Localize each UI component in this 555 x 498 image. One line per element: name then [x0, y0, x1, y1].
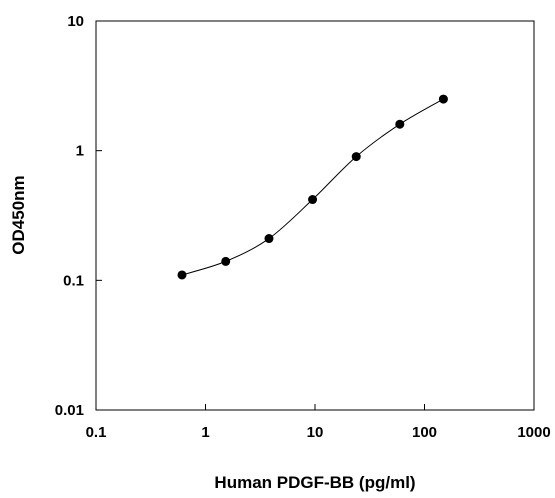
- x-tick-label: 10: [307, 424, 324, 441]
- data-point: [351, 152, 361, 162]
- x-tick-label: 1000: [517, 424, 550, 441]
- data-point: [221, 256, 231, 266]
- data-point: [264, 234, 274, 244]
- plot-area: [95, 20, 535, 411]
- x-tick-label: 1: [201, 424, 209, 441]
- series-line: [181, 98, 444, 276]
- y-axis-title: OD450nm: [9, 175, 28, 254]
- x-tick-label: 0.1: [86, 424, 107, 441]
- y-tick-label: 1: [76, 143, 84, 160]
- x-axis-title: Human PDGF-BB (pg/ml): [214, 473, 415, 492]
- x-tick-label: 100: [412, 424, 437, 441]
- y-tick-label: 0.1: [63, 272, 84, 289]
- data-point: [308, 195, 318, 205]
- series: [177, 94, 448, 280]
- y-tick-label: 0.01: [55, 402, 84, 419]
- y-axis: 0.01 0.1 1 10: [55, 13, 102, 419]
- y-tick-label: 10: [67, 13, 84, 30]
- data-point: [177, 270, 187, 280]
- x-axis: 0.1 1 10 100 1000: [86, 404, 551, 441]
- data-point: [438, 94, 448, 104]
- data-point: [395, 119, 405, 129]
